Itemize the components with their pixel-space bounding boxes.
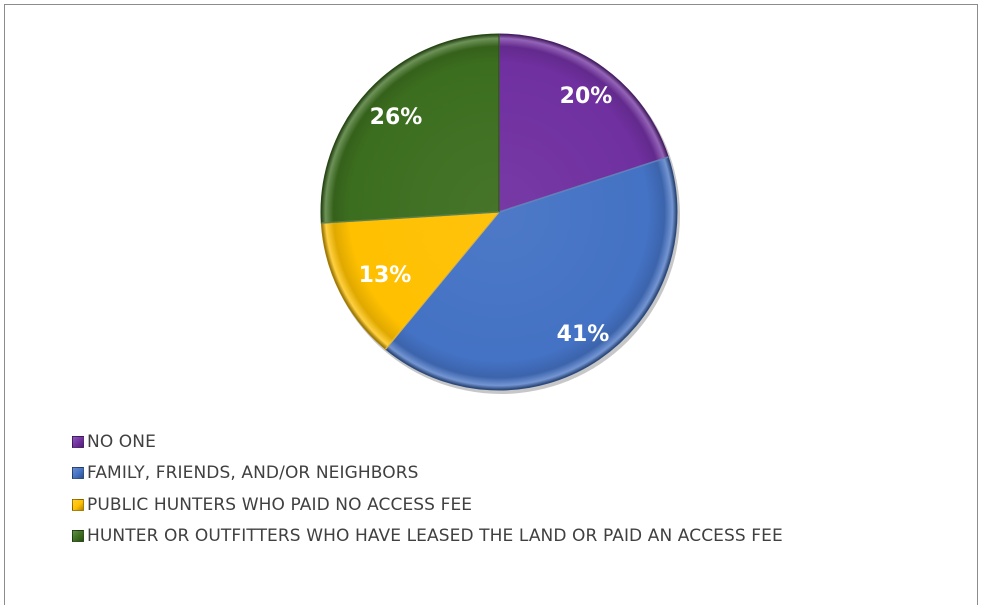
slice-label-family-friends-neighbors: 41% <box>557 322 610 347</box>
legend-item-public-hunters: PUBLIC HUNTERS WHO PAID NO ACCESS FEE <box>72 489 783 521</box>
legend-label-public-hunters: PUBLIC HUNTERS WHO PAID NO ACCESS FEE <box>87 494 473 515</box>
legend-item-no-one: NO ONE <box>72 426 783 458</box>
legend-label-no-one: NO ONE <box>87 431 156 452</box>
pie-slice-hunter-outfitters-edge-highlight <box>321 211 500 224</box>
slice-label-hunter-outfitters: 26% <box>370 105 423 130</box>
legend-label-family-friends-neighbors: FAMILY, FRIENDS, AND/OR NEIGHBORS <box>87 463 419 484</box>
legend-item-hunter-outfitters: HUNTER OR OUTFITTERS WHO HAVE LEASED THE… <box>72 521 783 553</box>
pie-slice-family-friends-neighbors <box>385 156 678 391</box>
slice-label-no-one: 20% <box>560 84 613 109</box>
pie-slice-public-hunters <box>320 211 500 350</box>
pie-slice-family-friends-neighbors-edge-highlight <box>498 156 669 213</box>
legend-label-hunter-outfitters: HUNTER OR OUTFITTERS WHO HAVE LEASED THE… <box>87 526 783 547</box>
pie-slice-no-one <box>498 33 669 213</box>
legend-swatch-hunter-outfitters <box>72 530 84 543</box>
pie-slice-public-hunters-edge-highlight <box>384 211 500 350</box>
chart-legend: NO ONE FAMILY, FRIENDS, AND/OR NEIGHBORS… <box>72 426 783 552</box>
legend-swatch-family-friends-neighbors <box>72 467 84 480</box>
legend-swatch-public-hunters <box>72 498 84 511</box>
slice-label-public-hunters: 13% <box>359 263 412 288</box>
legend-item-family-friends-neighbors: FAMILY, FRIENDS, AND/OR NEIGHBORS <box>72 458 783 490</box>
legend-swatch-no-one <box>72 435 84 448</box>
pie-slice-hunter-outfitters <box>320 33 500 224</box>
